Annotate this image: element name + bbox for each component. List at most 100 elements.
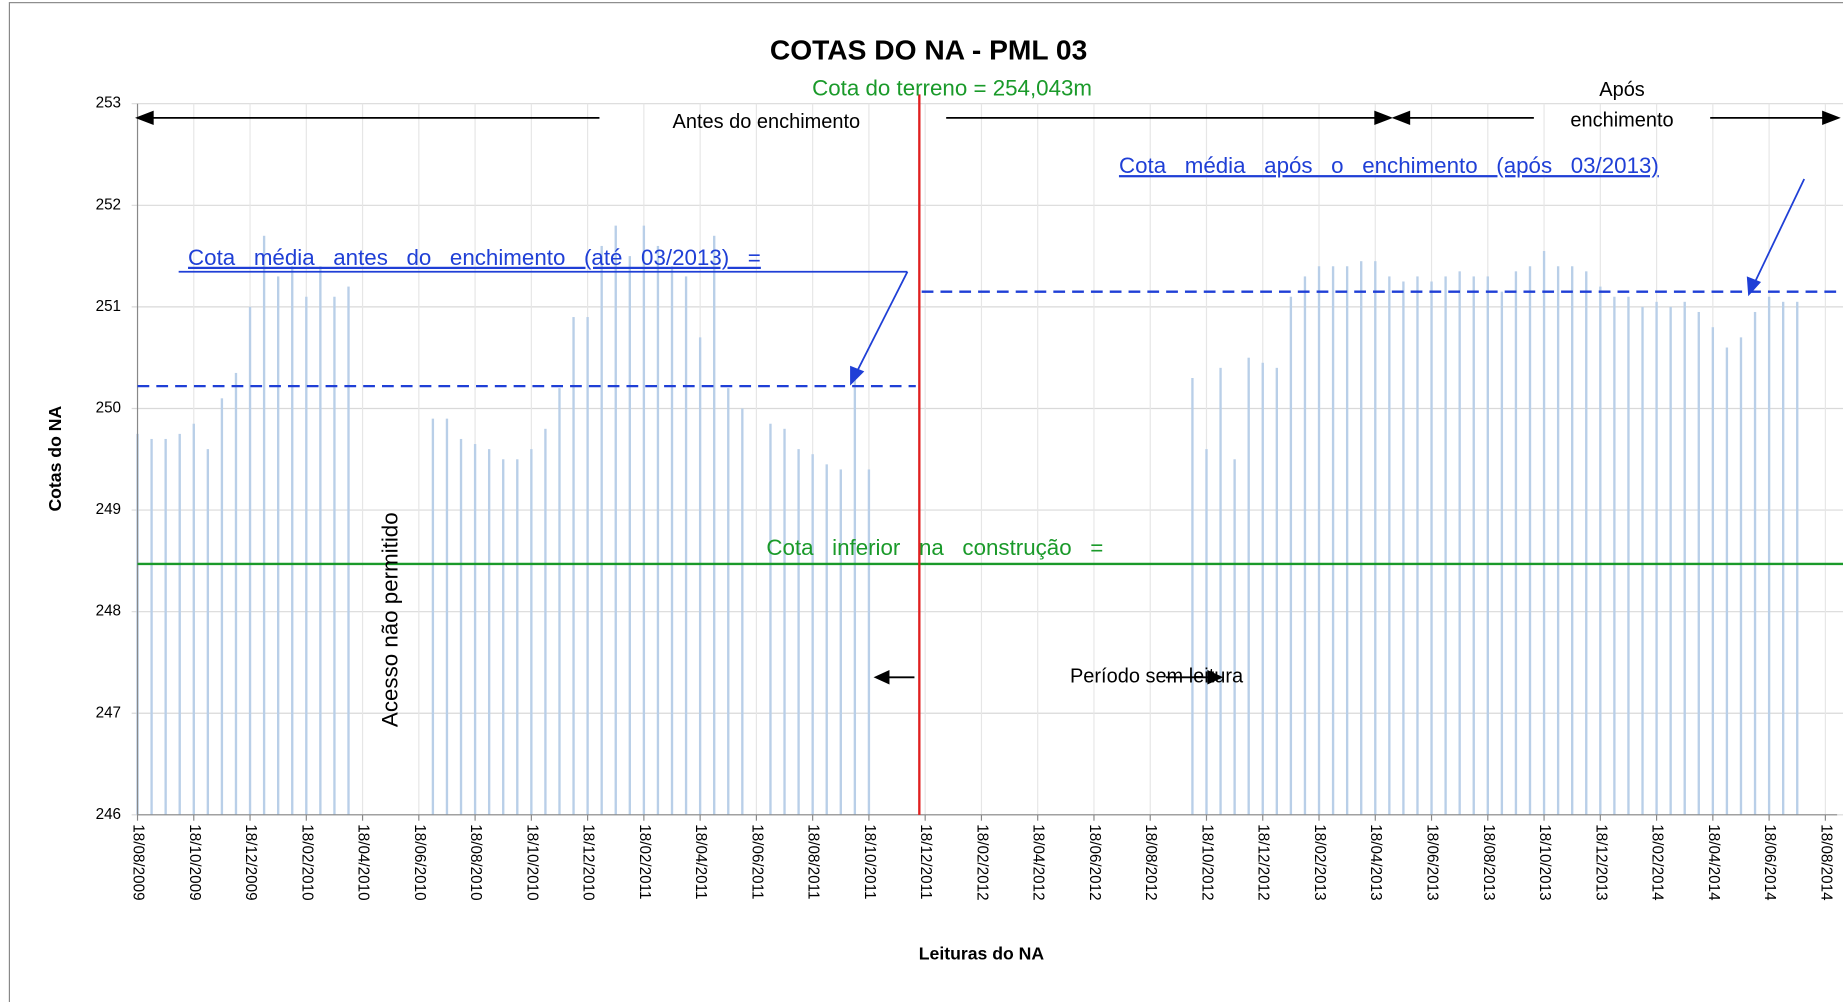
bar — [1500, 291, 1504, 815]
y-tick-label: 249 — [96, 501, 121, 518]
bar — [741, 408, 744, 815]
bar — [1402, 281, 1405, 815]
bar — [1416, 276, 1419, 815]
bar — [1472, 276, 1475, 815]
bar — [333, 296, 336, 815]
bar — [586, 317, 589, 815]
bar — [1275, 367, 1278, 815]
bar — [1655, 301, 1658, 815]
bar — [783, 428, 786, 815]
x-tick-label: 18/02/2014 — [1649, 824, 1666, 901]
bar — [1345, 266, 1349, 815]
bar — [1205, 449, 1208, 815]
bar — [825, 464, 828, 815]
bar — [1219, 367, 1222, 815]
bar — [1486, 276, 1489, 815]
pointer — [1752, 178, 1806, 286]
bar — [262, 235, 266, 815]
arrow-head — [1391, 110, 1411, 125]
annotation: Após — [1599, 79, 1645, 101]
bar — [600, 245, 603, 815]
bar — [1191, 378, 1194, 815]
bar — [530, 449, 533, 815]
bar — [797, 449, 800, 815]
x-tick-label: 18/12/2011 — [917, 824, 934, 899]
x-tick-label: 18/12/2009 — [242, 824, 259, 900]
bar — [642, 225, 646, 815]
x-tick-label: 18/10/2012 — [1198, 824, 1215, 900]
bar — [1599, 286, 1602, 815]
bar — [276, 276, 280, 815]
arrow-head — [1207, 670, 1224, 685]
x-tick-label: 18/10/2010 — [523, 824, 540, 900]
x-tick-label: 18/08/2009 — [129, 824, 146, 900]
bar — [1796, 301, 1799, 815]
bar — [1388, 276, 1391, 815]
bar — [234, 372, 238, 815]
annotation: enchimento — [1570, 110, 1673, 132]
annotation: Antes do enchimento — [673, 111, 861, 133]
x-axis-label: Leituras do NA — [919, 943, 1045, 963]
x-tick-label: 18/04/2013 — [1367, 824, 1384, 900]
bar — [150, 438, 153, 815]
bar — [1641, 306, 1644, 815]
arrow-head — [1746, 276, 1762, 297]
annotation: Cota do terreno = 254,043m — [812, 76, 1092, 101]
x-tick-label: 18/02/2010 — [298, 824, 315, 900]
bar — [628, 256, 631, 815]
x-tick-label: 18/10/2009 — [186, 824, 203, 900]
bar — [1542, 251, 1546, 815]
bar — [1556, 266, 1560, 815]
arrow-head — [1374, 110, 1393, 125]
x-tick-label: 18/08/2011 — [805, 824, 822, 899]
bar — [431, 418, 435, 815]
bar — [670, 266, 674, 815]
bar — [1669, 306, 1672, 815]
bar — [319, 266, 322, 815]
bar — [206, 449, 210, 815]
bar — [558, 388, 561, 815]
bar — [347, 286, 350, 815]
x-tick-label: 18/12/2012 — [1255, 824, 1272, 900]
x-tick-label: 18/06/2010 — [411, 824, 428, 900]
bar — [1571, 266, 1574, 815]
bar — [684, 276, 688, 815]
bar — [1374, 261, 1377, 815]
plot: 246 247 248 249 250 251 252 253 18/08/2009 18/10/… — [96, 94, 1843, 901]
arrow-head — [135, 110, 154, 125]
arrow-head — [873, 670, 890, 685]
y-tick-label: 253 — [96, 95, 121, 112]
bar — [769, 423, 772, 815]
bar — [1739, 337, 1743, 815]
annotation: Cota média após o enchimento (após 03/20… — [1119, 153, 1659, 178]
bar — [516, 459, 519, 815]
x-tick-label: 18/02/2011 — [636, 824, 653, 899]
x-tick-label: 18/12/2010 — [580, 824, 597, 900]
bar — [572, 317, 575, 815]
y-tick-label: 248 — [96, 603, 121, 620]
pointers — [178, 178, 1806, 386]
bar — [1233, 459, 1236, 815]
bar — [502, 459, 505, 815]
arrows — [135, 110, 1841, 685]
bar — [445, 418, 449, 815]
bar — [164, 438, 167, 815]
bar — [1261, 362, 1264, 815]
x-tick-label: 18/02/2012 — [973, 824, 990, 900]
bar — [544, 428, 547, 815]
annotation: Cota inferior na construção = — [766, 535, 1103, 560]
annotation: Acesso não permitido — [377, 512, 402, 727]
bar — [1683, 301, 1686, 815]
x-tick-label: 18/10/2013 — [1536, 824, 1553, 900]
x-tick-label: 18/06/2011 — [748, 824, 765, 899]
y-tick-label: 250 — [96, 400, 121, 417]
bar — [473, 444, 477, 815]
x-tick-label: 18/08/2014 — [1817, 824, 1834, 901]
bar — [1430, 281, 1433, 815]
bar — [305, 296, 308, 815]
bar — [1585, 271, 1588, 815]
bar — [1781, 301, 1785, 815]
bar — [867, 469, 871, 815]
bar — [1317, 266, 1321, 815]
